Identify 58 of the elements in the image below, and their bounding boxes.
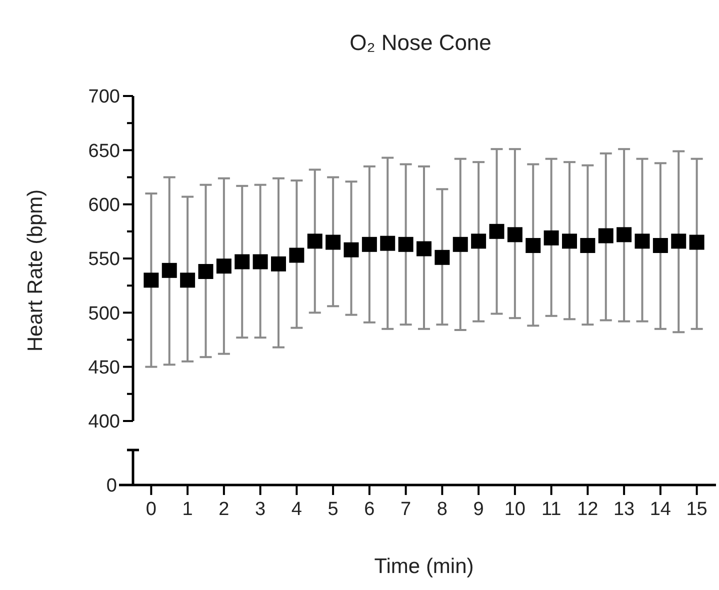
- x-tick-label: 9: [473, 499, 484, 520]
- y-tick-label: 650: [88, 140, 120, 162]
- x-tick-label: 8: [436, 499, 448, 520]
- chart-title: O₂ Nose Cone: [350, 30, 492, 55]
- point: [562, 234, 577, 249]
- point: [652, 238, 668, 253]
- x-tick-label: 0: [146, 499, 156, 520]
- y-tick-label: 450: [88, 357, 120, 378]
- y-tick-label: 400: [88, 412, 120, 433]
- point: [416, 241, 432, 256]
- point: [198, 264, 214, 279]
- point: [580, 238, 596, 253]
- point: [544, 230, 559, 246]
- x-tick-label: 4: [291, 499, 302, 520]
- x-tick-label: 15: [686, 499, 708, 520]
- y-tick-label: 600: [88, 194, 120, 216]
- x-axis-title: Time (min): [374, 555, 474, 578]
- x-tick-label: 6: [364, 499, 375, 520]
- x-tick-label: 12: [577, 499, 598, 520]
- point: [234, 254, 250, 270]
- point: [598, 228, 614, 244]
- point: [398, 236, 414, 252]
- point: [326, 234, 341, 250]
- x-tick-label: 7: [400, 499, 412, 520]
- y-tick-label: 550: [88, 249, 120, 270]
- point: [344, 242, 359, 258]
- point: [689, 234, 704, 250]
- point: [144, 272, 159, 288]
- y-tick-label: 500: [88, 303, 120, 324]
- point: [362, 236, 377, 252]
- x-tick-label: 11: [541, 499, 562, 520]
- point: [380, 236, 396, 251]
- point: [289, 248, 304, 263]
- point: [216, 258, 232, 274]
- x-tick-label: 2: [218, 499, 230, 520]
- point: [489, 224, 504, 239]
- text: 0: [106, 476, 117, 497]
- point: [507, 227, 522, 242]
- point: [471, 234, 486, 249]
- y-tick-label: 700: [88, 86, 120, 108]
- point: [252, 254, 268, 270]
- x-tick-label: 14: [650, 499, 672, 520]
- x-tick-label: 1: [182, 499, 193, 520]
- point: [162, 262, 177, 278]
- point: [271, 256, 286, 272]
- point: [634, 234, 650, 249]
- point: [671, 234, 686, 249]
- x-tick-label: 5: [328, 499, 338, 520]
- point: [526, 238, 541, 253]
- point: [180, 272, 196, 288]
- point: [307, 234, 322, 249]
- x-tick-label: 10: [504, 499, 526, 520]
- point: [616, 227, 632, 242]
- x-tick-label: 3: [255, 499, 266, 520]
- point: [452, 236, 468, 252]
- point: [434, 250, 450, 265]
- y-axis-title: Heart Rate (bpm): [24, 189, 47, 352]
- x-tick-label: 13: [613, 499, 635, 520]
